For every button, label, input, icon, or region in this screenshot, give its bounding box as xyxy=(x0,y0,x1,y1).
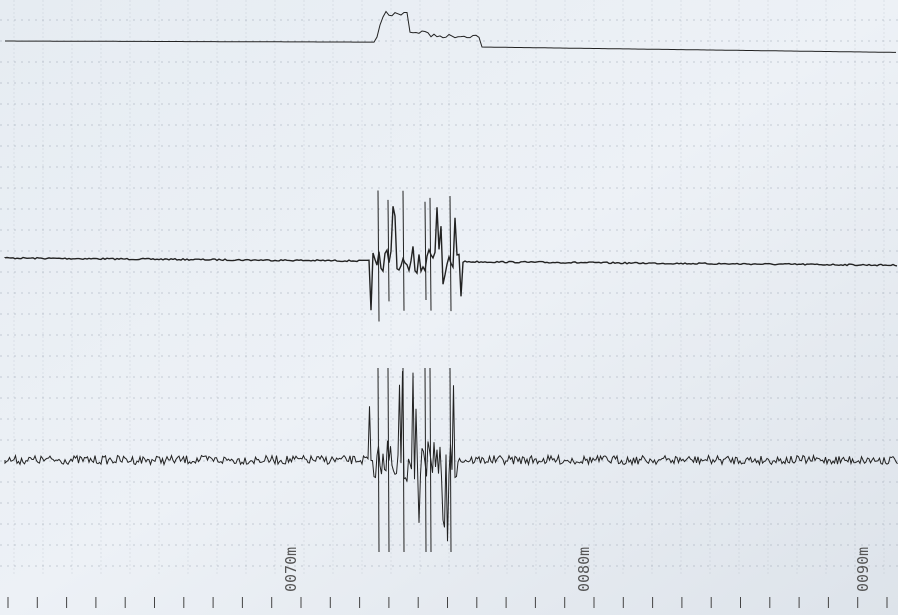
scale-label: 0080m xyxy=(575,547,593,592)
scale-label: 0070m xyxy=(282,547,300,592)
chart-paper-photo: 0070m 0080m 0090m xyxy=(0,0,898,615)
scale-label: 0090m xyxy=(854,547,872,592)
page: 0070m 0080m 0090m (() => { const data = … xyxy=(0,0,898,615)
